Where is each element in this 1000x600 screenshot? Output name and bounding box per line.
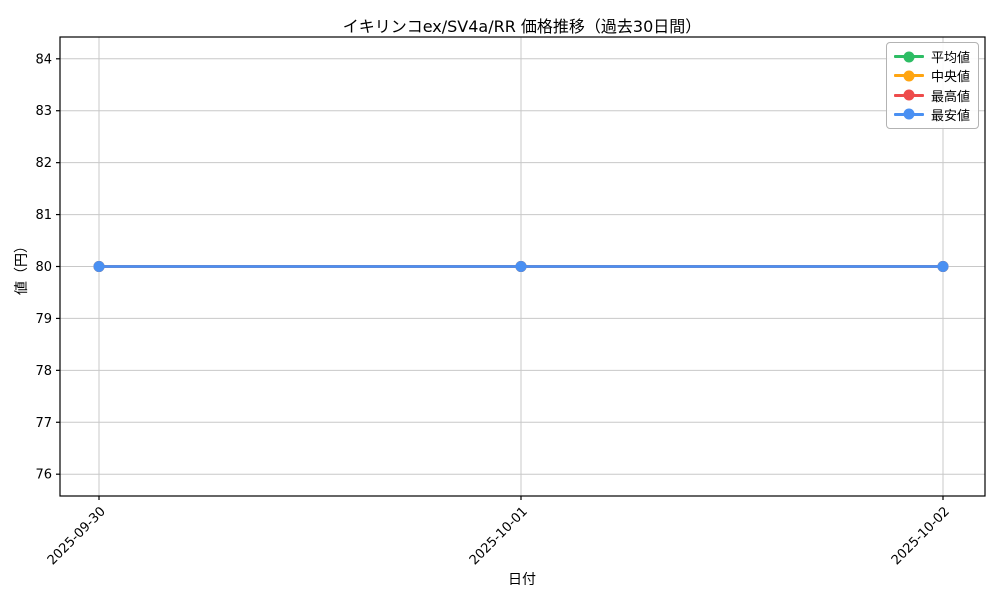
y-tick-label: 76 <box>35 468 52 483</box>
y-tick-label: 78 <box>35 364 52 379</box>
y-tick-label: 84 <box>35 52 52 67</box>
legend-label: 最高値 <box>931 89 971 105</box>
legend-line-dot-marker <box>894 93 924 97</box>
legend-label: 中央値 <box>931 70 971 86</box>
legend-line-dot-marker <box>894 74 924 78</box>
y-tick-label: 81 <box>35 208 52 223</box>
legend-line-dot-marker <box>894 55 924 59</box>
legend-label: 平均値 <box>931 51 971 67</box>
legend-item-min: 最安値 <box>894 105 971 124</box>
data-point-marker <box>937 261 949 272</box>
legend-line-dot-marker <box>894 112 924 116</box>
data-point-marker <box>93 261 105 272</box>
legend-item-median: 中央値 <box>894 67 971 85</box>
x-axis-label: 日付 <box>508 572 536 588</box>
legend-label: 最安値 <box>931 108 971 124</box>
chart-title: イキリンコex/SV4a/RR 価格推移（過去30日間） <box>342 17 702 36</box>
y-tick-label: 79 <box>35 312 52 327</box>
y-axis-label: 値（円） <box>14 239 30 295</box>
y-tick-label: 77 <box>35 416 52 431</box>
y-tick-label: 83 <box>35 104 52 119</box>
legend-item-average: 平均値 <box>894 48 971 66</box>
y-tick-label: 82 <box>35 156 52 171</box>
x-tick-label: 2025-10-01 <box>467 504 531 568</box>
data-point-marker <box>515 261 527 272</box>
x-tick-label: 2025-09-30 <box>45 504 109 568</box>
x-tick-label: 2025-10-02 <box>889 504 953 568</box>
y-tick-label: 80 <box>35 260 52 275</box>
legend-item-max: 最高値 <box>894 86 971 105</box>
legend: 平均値 中央値 最高値 最安値 <box>886 42 979 129</box>
